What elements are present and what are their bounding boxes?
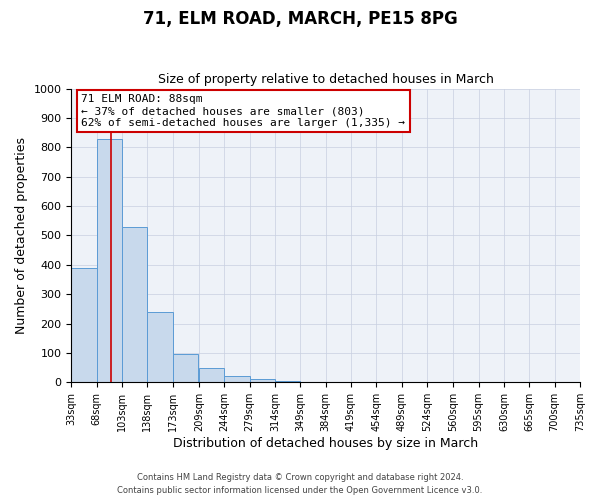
Bar [224,376,250,382]
Bar [97,138,122,382]
Bar [250,380,275,382]
Text: 71 ELM ROAD: 88sqm
← 37% of detached houses are smaller (803)
62% of semi-detach: 71 ELM ROAD: 88sqm ← 37% of detached hou… [82,94,406,128]
Y-axis label: Number of detached properties: Number of detached properties [15,137,28,334]
Bar [275,381,300,382]
Text: Contains HM Land Registry data © Crown copyright and database right 2024.
Contai: Contains HM Land Registry data © Crown c… [118,474,482,495]
Bar [71,268,97,382]
Bar [173,354,198,382]
Title: Size of property relative to detached houses in March: Size of property relative to detached ho… [158,73,494,86]
Bar [122,226,148,382]
Bar [199,368,224,382]
Text: 71, ELM ROAD, MARCH, PE15 8PG: 71, ELM ROAD, MARCH, PE15 8PG [143,10,457,28]
Bar [148,312,173,382]
X-axis label: Distribution of detached houses by size in March: Distribution of detached houses by size … [173,437,478,450]
